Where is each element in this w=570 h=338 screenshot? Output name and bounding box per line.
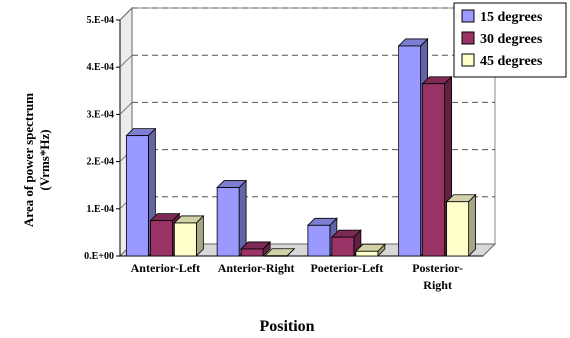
y-tick-label: 1.E-04 xyxy=(87,204,115,215)
y-axis-title-line-1: Area of power spectrum xyxy=(21,93,36,227)
bars xyxy=(125,37,477,257)
bar xyxy=(445,193,477,257)
y-axis-title: Area of power spectrum (Vrms*Hz) xyxy=(21,93,52,227)
legend-item: 15 degrees xyxy=(461,9,543,25)
legend-item: 45 degrees xyxy=(461,53,543,69)
y-tick-label: 3.E-04 xyxy=(87,109,115,120)
x-axis-categories: Anterior-Left Anterior-Right Poeterior-Lef… xyxy=(131,261,463,292)
bar-front xyxy=(173,222,197,257)
bar xyxy=(216,179,248,257)
x-category-label: Poeterior-Left xyxy=(310,261,383,275)
x-category-label: Anterior-Left xyxy=(131,261,201,275)
bar xyxy=(264,247,296,257)
y-tick-label: 5.E-04 xyxy=(87,15,115,26)
bar-group xyxy=(397,37,477,257)
bar-front xyxy=(149,220,173,257)
bar-front xyxy=(125,135,149,257)
gridline-side xyxy=(119,54,133,68)
y-axis-title-line-2: (Vrms*Hz) xyxy=(37,129,52,190)
gridline-side xyxy=(119,7,133,21)
x-category-label: Posterior- xyxy=(412,261,463,275)
bar-front xyxy=(331,236,355,257)
x-axis-title: Position xyxy=(259,318,314,335)
x-category-label: Anterior-Right xyxy=(218,261,295,275)
bar-side xyxy=(468,193,477,257)
y-axis-ticks: 0.E+00 1.E-04 2.E-04 3.E-04 4.E-04 5.E-04 xyxy=(84,15,120,262)
bar xyxy=(330,229,362,257)
legend-swatch xyxy=(461,9,475,23)
gridline-side xyxy=(119,102,133,115)
bar xyxy=(240,240,272,257)
bar-front xyxy=(355,250,379,257)
bar-front xyxy=(216,187,240,257)
bar-group xyxy=(306,217,386,257)
legend-label: 30 degrees xyxy=(480,32,543,47)
legend-swatch xyxy=(461,53,475,67)
bar-front xyxy=(446,201,470,257)
legend-label: 15 degrees xyxy=(480,10,543,25)
bar-group xyxy=(125,127,205,257)
bar-group xyxy=(216,179,296,257)
bar-front xyxy=(264,255,288,257)
y-tick-label: 2.E-04 xyxy=(87,157,115,168)
bar xyxy=(173,214,205,257)
bar-front xyxy=(422,83,446,257)
y-tick-label: 4.E-04 xyxy=(87,62,115,73)
x-category-label: Right xyxy=(423,278,452,292)
legend: 15 degrees 30 degrees 45 degrees xyxy=(453,2,567,78)
bar-front xyxy=(307,224,331,257)
legend-item: 30 degrees xyxy=(461,31,543,47)
bar-front xyxy=(240,248,264,257)
y-tick-label: 0.E+00 xyxy=(84,251,114,262)
legend-swatch xyxy=(461,31,475,45)
bar xyxy=(354,243,386,257)
legend-label: 45 degrees xyxy=(480,54,543,69)
bar-front xyxy=(398,45,422,257)
